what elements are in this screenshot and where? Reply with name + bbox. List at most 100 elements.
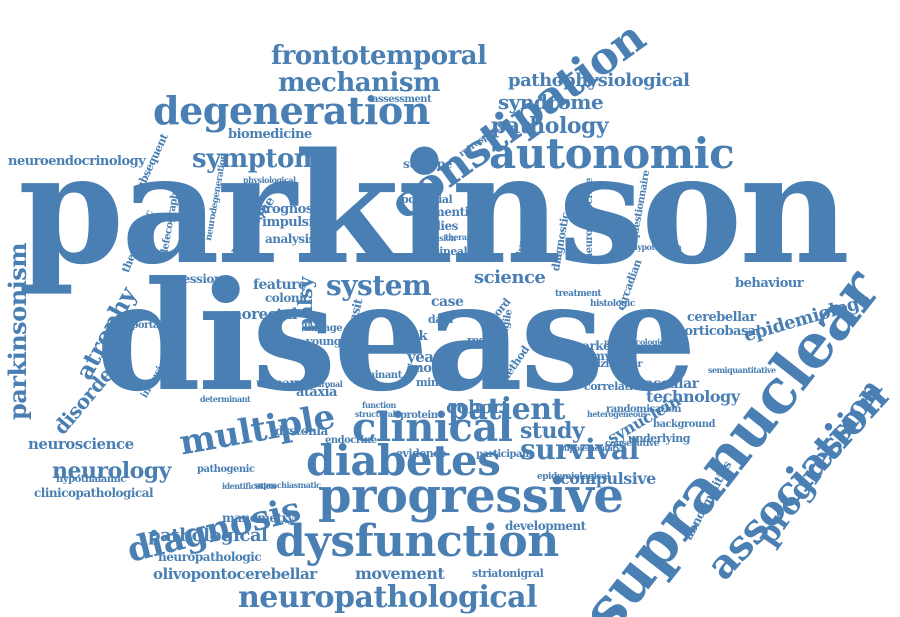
cloud-word: supplementary [560, 443, 621, 453]
cloud-word: olivopontocerebellar [153, 565, 317, 583]
cloud-word: determinant [200, 394, 251, 404]
cloud-word: study [520, 418, 585, 444]
cloud-word: result [467, 334, 501, 347]
cloud-word: frontotemporal [271, 41, 487, 71]
cloud-word: suprachiasmatic [254, 480, 321, 490]
cloud-word: mimic [416, 376, 452, 389]
cloud-word: mechanism [278, 68, 441, 98]
cloud-word: development [505, 519, 586, 533]
cloud-word: data [428, 313, 454, 326]
cloud-word: colonic [265, 291, 310, 305]
cloud-word: identification [222, 481, 276, 491]
cloud-word: hypothalamic [56, 474, 126, 485]
cloud-word: histologic [590, 299, 635, 309]
cloud-word: pathophysiological [508, 70, 690, 91]
cloud-word: function [362, 400, 396, 410]
cloud-word: pathogenic [197, 464, 255, 475]
cloud-word: corticobasal [677, 324, 761, 339]
cloud-word: correlation [584, 380, 648, 393]
cloud-word: infusion [423, 233, 456, 243]
cloud-word: neurology [52, 458, 171, 484]
cloud-word: control [459, 249, 488, 259]
cloud-word: background [653, 419, 715, 430]
cloud-word: consecutive [605, 439, 659, 449]
cloud-word: neuropathologic [158, 550, 262, 564]
cloud-word: important [118, 320, 170, 331]
cloud-word: risk [401, 329, 428, 344]
cloud-word: cohort [446, 397, 509, 418]
cloud-word: neuroscience [28, 435, 134, 453]
cloud-word: semiquantitative [708, 365, 776, 375]
cloud-word: compulsive [560, 469, 656, 488]
cloud-word: feature [253, 277, 307, 293]
cloud-word: dystonia [275, 424, 328, 438]
cloud-word: dementia [417, 205, 476, 219]
cloud-word: motor [410, 361, 452, 376]
cloud-word: parkinson [18, 119, 850, 298]
cloud-word: protein [400, 410, 438, 421]
cloud-word: anorectal [222, 305, 298, 323]
cloud-word: subtype [403, 157, 452, 171]
cloud-word: tremor [345, 343, 381, 354]
cloud-word: pharmacological [604, 337, 672, 347]
cloud-word: alzheimer [591, 359, 643, 370]
cloud-word: case [431, 294, 464, 310]
cloud-word: dominant [352, 370, 402, 381]
cloud-word: heterogeneous [587, 409, 648, 419]
cloud-word: behaviour [735, 276, 804, 291]
cloud-word: cerebellar [687, 310, 756, 325]
cloud-word: symptom [192, 144, 321, 174]
cloud-word: striatonigral [472, 567, 544, 580]
cloud-word: neuropathological [238, 580, 538, 615]
cloud-word: vascular [637, 376, 699, 392]
cloud-word: underlying [628, 432, 690, 445]
cloud-word: structural [355, 409, 396, 419]
cloud-word: participant [476, 449, 533, 460]
cloud-word: year [407, 348, 441, 366]
cloud-word: neuroendocrinology [8, 154, 146, 169]
cloud-word: amyloid [585, 349, 635, 363]
cloud-word: studies [413, 219, 458, 233]
cloud-word: hypotension [632, 242, 682, 252]
cloud-word: therapy [445, 232, 476, 242]
cloud-word: impulsive [262, 215, 328, 230]
cloud-word: analysis [265, 232, 315, 246]
cloud-word: syndrome [498, 90, 604, 114]
cloud-word: potential [401, 193, 453, 206]
cloud-word: pathological [148, 525, 268, 546]
cloud-word: survival [520, 433, 639, 466]
cloud-word: movement [355, 564, 445, 583]
cloud-word: degeneration [153, 88, 430, 133]
cloud-word: treatment [555, 289, 602, 299]
cloud-word: manometry [222, 511, 294, 525]
cloud-word: progressive [318, 468, 624, 524]
cloud-word: regression [156, 272, 223, 286]
cloud-word: pineal [432, 245, 468, 258]
cloud-word: ataxia [296, 385, 337, 400]
cloud-word: autonomic [489, 129, 735, 178]
cloud-word: technology [646, 387, 740, 406]
cloud-word: clinicopathological [34, 486, 154, 500]
cloud-word: patient [448, 392, 565, 427]
cloud-word: epidemiological [537, 472, 610, 482]
cloud-word: pathology [491, 113, 609, 139]
cloud-word: marker [570, 339, 617, 353]
cloud-word: dysfunction [275, 516, 559, 567]
cloud-word: disease [96, 249, 697, 425]
cloud-word: science [474, 267, 546, 288]
cloud-word: neuroendocrine [584, 178, 595, 260]
cloud-word: randomisation [606, 404, 682, 415]
cloud-word: parkinsonism [3, 242, 32, 420]
cloud-word: urinary [256, 376, 302, 390]
cloud-word: biomedicine [228, 127, 312, 142]
cloud-word: system [326, 269, 432, 302]
cloud-word: neuronal [306, 379, 343, 389]
cloud-word: evidence [396, 447, 446, 460]
cloud-word: prognosis [257, 202, 324, 217]
cloud-word: young [306, 335, 341, 348]
cloud-word: assessment [372, 94, 432, 105]
cloud-word: clinical [352, 404, 513, 451]
cloud-word: endocrine [325, 435, 377, 446]
cloud-word: linkage [304, 323, 343, 334]
